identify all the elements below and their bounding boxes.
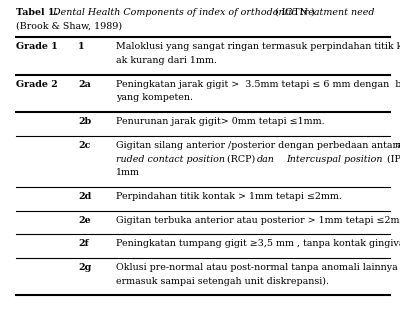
Text: ermasuk sampai setengah unit diskrepansi).: ermasuk sampai setengah unit diskrepansi… [116,277,329,286]
Text: 2b: 2b [78,117,91,126]
Text: 2g: 2g [78,263,91,272]
Text: Maloklusi yang sangat ringan termasuk perpindahan titik kont: Maloklusi yang sangat ringan termasuk pe… [116,42,400,51]
Text: yang kompeten.: yang kompeten. [116,94,193,102]
Text: Peningkatan tumpang gigit ≥3,5 mm , tanpa kontak gingiva: Peningkatan tumpang gigit ≥3,5 mm , tanp… [116,239,400,248]
Text: ak kurang dari 1mm.: ak kurang dari 1mm. [116,56,217,65]
Text: 2a: 2a [78,80,91,89]
Text: ruded contact position: ruded contact position [116,155,225,164]
Text: Peningkatan jarak gigit >  3.5mm tetapi ≤ 6 mm dengan  bibir: Peningkatan jarak gigit > 3.5mm tetapi ≤… [116,80,400,89]
Text: 2c: 2c [78,141,90,150]
Text: (IP)≤: (IP)≤ [384,155,400,164]
Text: 1mm: 1mm [116,168,140,177]
Text: ( IOTN ): ( IOTN ) [272,8,315,17]
Text: Tabel 1.: Tabel 1. [16,8,58,17]
Text: dan: dan [257,155,275,164]
Text: 1: 1 [78,42,85,51]
Text: 2f: 2f [78,239,89,248]
Text: Oklusi pre-normal atau post-normal tanpa anomali lainnya   (t: Oklusi pre-normal atau post-normal tanpa… [116,263,400,272]
Text: Perpindahan titik kontak > 1mm tetapi ≤2mm.: Perpindahan titik kontak > 1mm tetapi ≤2… [116,192,342,201]
Text: Intercuspal position: Intercuspal position [286,155,382,164]
Text: Dental Health Components of index of orthodontic treatment need: Dental Health Components of index of ort… [50,8,374,17]
Text: Gigitan terbuka anterior atau posterior > 1mm tetapi ≤2mm.: Gigitan terbuka anterior atau posterior … [116,216,400,225]
Text: (RCP): (RCP) [224,155,258,164]
Text: 2e: 2e [78,216,91,225]
Text: 2d: 2d [78,192,91,201]
Text: Grade 2: Grade 2 [16,80,58,89]
Text: (Brook & Shaw, 1989): (Brook & Shaw, 1989) [16,22,122,31]
Text: Grade 1: Grade 1 [16,42,58,51]
Text: ret: ret [395,141,400,150]
Text: Gigitan silang anterior /posterior dengan perbedaan antara: Gigitan silang anterior /posterior denga… [116,141,400,150]
Text: Penurunan jarak gigit> 0mm tetapi ≤1mm.: Penurunan jarak gigit> 0mm tetapi ≤1mm. [116,117,325,126]
